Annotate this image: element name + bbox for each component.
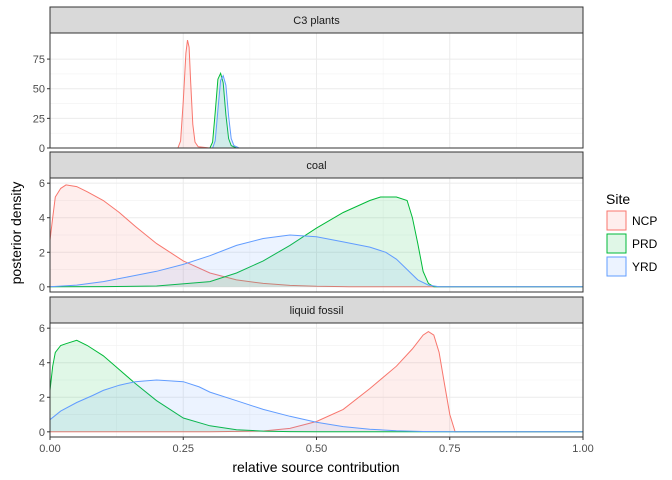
legend-key-bg-yrd [606, 256, 627, 277]
y-tick-label: 2 [39, 392, 45, 404]
y-tick-label: 0 [39, 143, 45, 155]
density-line-ncp-liquid-fossil [50, 331, 583, 433]
y-tick-label: 6 [39, 178, 45, 190]
density-line-ncp-coal [49, 184, 583, 288]
density-area-yrd-liquid-fossil [50, 380, 583, 432]
x-tick-label: 0.00 [39, 443, 60, 455]
density-line-yrd-c3-plants [50, 74, 583, 149]
x-tick-label: 0.25 [173, 443, 194, 455]
panel-strip-c3-plants [49, 6, 584, 34]
legend-key-bg-prd [606, 233, 627, 254]
x-tick-label: 0.50 [306, 443, 327, 455]
legend-key-prd [606, 233, 627, 254]
y-tick-label: 25 [33, 113, 45, 125]
y-tick-label: 0 [39, 427, 45, 439]
density-area-yrd-coal [50, 235, 583, 287]
panel-strip-coal [49, 151, 584, 179]
x-tick-label: 1.00 [572, 443, 593, 455]
y-tick-label: 4 [39, 358, 45, 370]
density-area-prd-coal [50, 197, 583, 287]
legend-key-bg-ncp [606, 210, 627, 231]
panel-strip-liquid-fossil [49, 296, 584, 324]
legend-label-ncp: NCP [632, 214, 657, 228]
x-tick-label: 0.75 [439, 443, 460, 455]
density-line-prd-coal [49, 196, 583, 288]
density-area-ncp-c3-plants [50, 40, 583, 148]
legend-label-prd: PRD [632, 237, 658, 251]
legend-title: Site [606, 191, 630, 207]
legend-key-ncp [606, 210, 627, 231]
y-tick-label: 50 [33, 84, 45, 96]
y-tick-label: 4 [39, 213, 45, 225]
density-line-yrd-liquid-fossil [49, 379, 583, 433]
panel-title-liquid-fossil: liquid fossil [290, 305, 344, 317]
legend-key-yrd [606, 256, 627, 277]
density-area-prd-liquid-fossil [50, 340, 583, 432]
y-tick-label: 6 [39, 323, 45, 335]
panel-title-coal: coal [306, 160, 326, 172]
y-tick-label: 2 [39, 247, 45, 259]
panel-border-coal [49, 177, 584, 293]
y-axis-title: posterior density [8, 182, 24, 285]
panel-border-c3-plants [49, 32, 584, 149]
density-line-prd-liquid-fossil [49, 339, 583, 433]
panel-title-c3-plants: C3 plants [293, 15, 340, 27]
legend-label-yrd: YRD [632, 260, 658, 274]
y-tick-label: 0 [39, 282, 45, 294]
density-line-ncp-c3-plants [50, 39, 583, 149]
x-axis-title: relative source contribution [232, 459, 399, 475]
density-line-yrd-coal [49, 234, 583, 288]
y-tick-label: 75 [33, 54, 45, 66]
